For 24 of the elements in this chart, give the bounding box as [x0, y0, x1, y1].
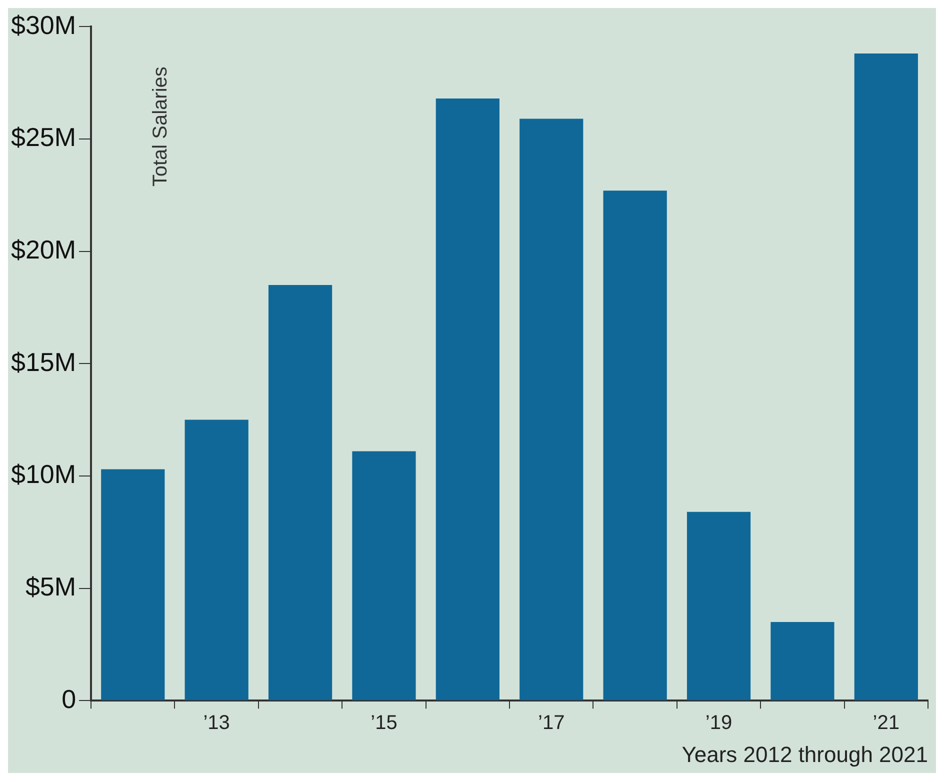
- bar: [770, 622, 834, 700]
- y-tick-label: $10M: [10, 459, 76, 490]
- bar: [520, 118, 584, 700]
- bar: [603, 190, 667, 700]
- bar: [101, 469, 165, 700]
- bar: [686, 512, 751, 700]
- x-tick-label: ’21: [872, 712, 900, 734]
- y-tick-label: $20M: [10, 234, 76, 264]
- y-axis-title: Total Salaries: [150, 66, 172, 187]
- y-tick-label: $5M: [25, 571, 76, 602]
- x-tick-label: ’19: [705, 712, 732, 734]
- bar: [854, 54, 918, 700]
- x-axis-title: Years 2012 through 2021: [682, 742, 928, 767]
- x-tick-label: ’15: [370, 712, 398, 734]
- bar: [352, 451, 416, 700]
- y-tick-label: $25M: [10, 122, 76, 152]
- x-tick-label: ’17: [538, 712, 565, 734]
- bar: [436, 98, 500, 700]
- bar: [184, 420, 248, 700]
- bar: [268, 284, 332, 700]
- y-tick-label: 0: [62, 684, 76, 714]
- y-tick-label: $15M: [10, 346, 76, 377]
- y-tick-label: $30M: [10, 10, 76, 40]
- x-tick-label: ’13: [203, 712, 230, 734]
